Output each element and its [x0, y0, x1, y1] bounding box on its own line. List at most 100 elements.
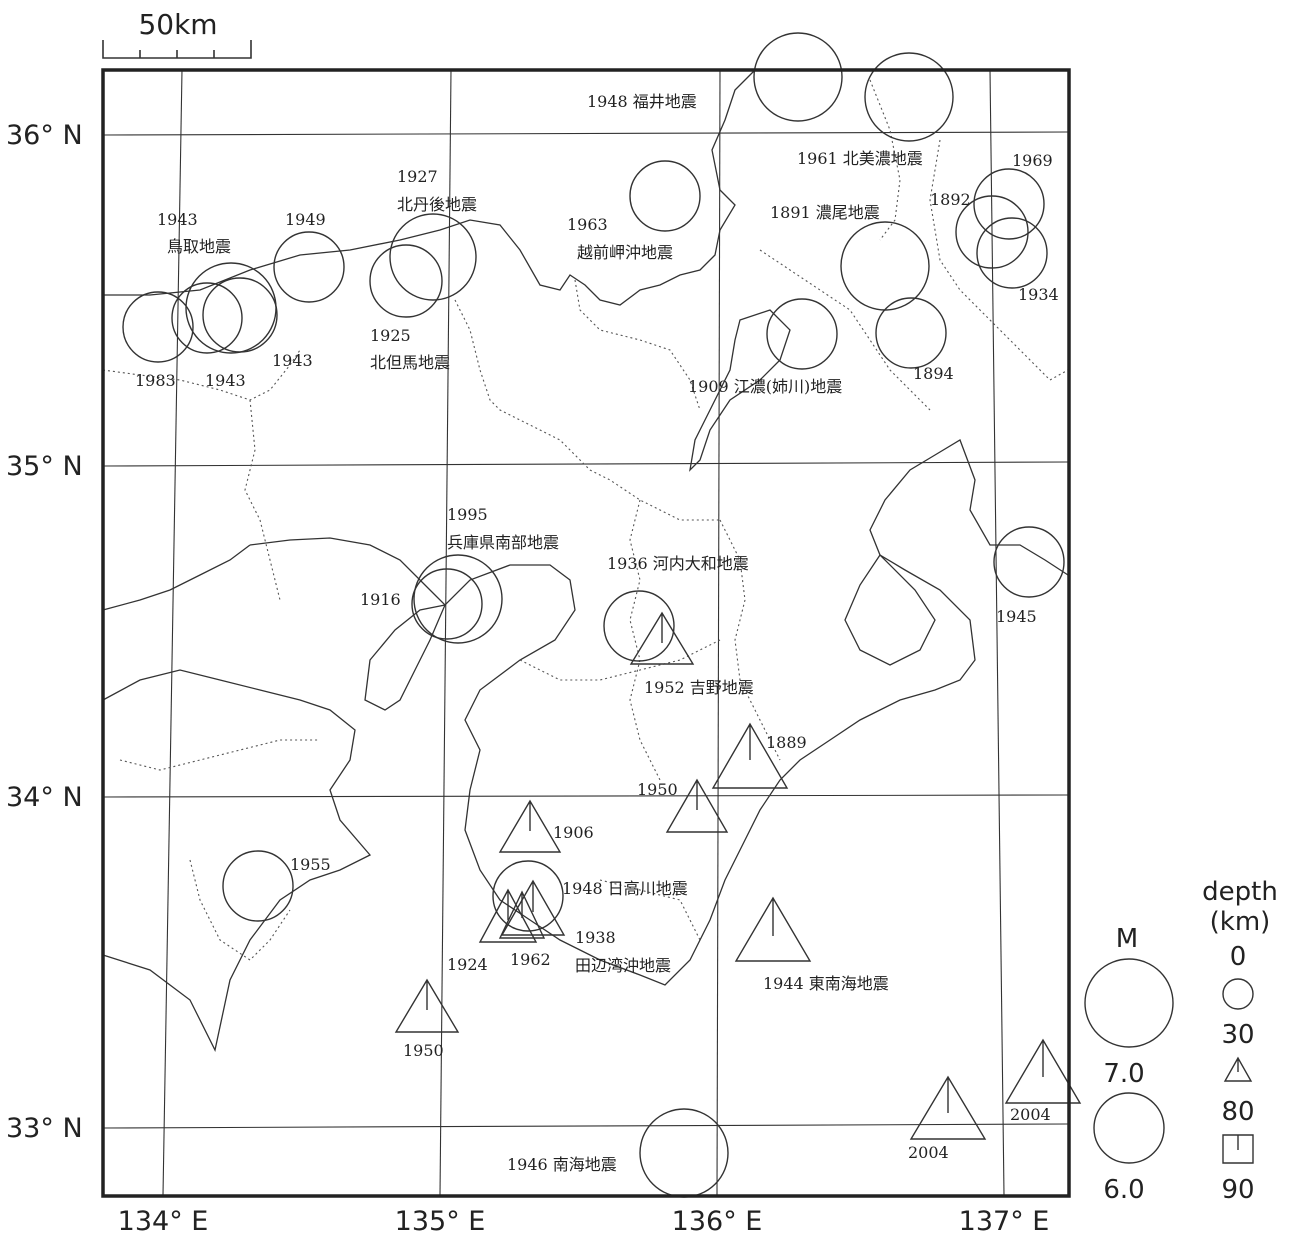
legend-m7-circle: [1084, 958, 1174, 1048]
event-label: 1943: [157, 210, 198, 229]
scale-bar-label: 50km: [138, 8, 217, 41]
quake-1948-fukui-circle: [753, 32, 843, 122]
quake-1925-kitatajima-circle: [369, 244, 443, 318]
event-label: 1938: [575, 928, 616, 947]
quake-1950-sea-triangle: [394, 978, 460, 1033]
event-label: 1945: [996, 607, 1037, 626]
event-label: 1891 濃尾地震: [770, 203, 880, 222]
legend-depth-square-icon: [1222, 1134, 1254, 1164]
coastline-lake-biwa: [689, 309, 791, 472]
event-label: 1934: [1018, 285, 1059, 304]
event-label: 1950: [637, 780, 678, 799]
event-label: 1955: [290, 855, 331, 874]
quake-1946-nankai-circle: [639, 1108, 729, 1198]
quake-1936-kawachi-circle: [603, 590, 675, 662]
event-label: 1949: [285, 210, 326, 229]
quake-1916-circle: [411, 568, 483, 640]
event-label: 1943: [272, 351, 313, 370]
event-label: 1963: [567, 215, 608, 234]
event-label: 1969: [1012, 151, 1053, 170]
map-frame: [101, 68, 1071, 1198]
quake-1948-hidakagawa-circle: [492, 860, 564, 932]
event-label: 1927: [397, 167, 438, 186]
lat-label-35: 35° N: [6, 451, 83, 482]
event-label: 1983: [135, 371, 176, 390]
quake-2004b-triangle: [1004, 1038, 1082, 1104]
event-label: 2004: [908, 1143, 949, 1162]
coastline-sea-of-japan: [103, 69, 756, 306]
legend-depth-circle-icon: [1222, 978, 1254, 1010]
event-label: 1916: [360, 590, 401, 609]
quake-1924-triangle: [478, 888, 538, 943]
event-label: 1889: [766, 733, 807, 752]
event-labels: 1948 福井地震 1961 北美濃地震 1969 1892 1934 1891 濃尾地震…: [135, 92, 1059, 1174]
event-label: 1936 河内大和地震: [607, 554, 749, 573]
quake-1955-circle: [222, 850, 294, 922]
event-label: 1995: [447, 505, 488, 524]
event-label: 鳥取地震: [167, 237, 231, 256]
quake-1943-tottori-circle: [185, 262, 277, 354]
lat-label-33: 33° N: [6, 1113, 83, 1144]
lon-label-134: 134° E: [118, 1206, 209, 1237]
quake-1934-circle: [976, 217, 1048, 289]
quake-1952-yoshino-triangle: [629, 611, 695, 665]
legend-depth-triangle-icon: [1223, 1056, 1253, 1082]
quake-2004a-triangle: [909, 1075, 987, 1140]
event-label: 北丹後地震: [397, 195, 477, 214]
longitude-labels: 134° E 135° E 136° E 137° E: [118, 1206, 1050, 1237]
coastlines: [102, 69, 1069, 1052]
lon-label-137: 137° E: [959, 1206, 1050, 1237]
quake-1963-echizen-circle: [629, 160, 701, 232]
coastline-shikoku: [102, 669, 372, 1052]
quake-1983-circle: [122, 291, 194, 363]
event-label: 2004: [1010, 1105, 1051, 1124]
lat-label-34: 34° N: [6, 782, 83, 813]
legend-depth-unit: (km): [1210, 907, 1271, 937]
legend-depth-30: 30: [1221, 1020, 1254, 1050]
event-label: 1948 福井地震: [587, 92, 697, 111]
quake-1950-kii-triangle: [665, 778, 729, 833]
earthquake-triangles: [394, 611, 1082, 1140]
coastline-awaji: [364, 604, 447, 711]
quake-1945-circle: [993, 526, 1065, 598]
event-label: 1906: [553, 823, 594, 842]
quake-1944-tonankai-triangle: [734, 896, 812, 962]
quake-1927-kitatango-circle: [389, 213, 477, 301]
legend-m6-label: 6.0: [1103, 1175, 1144, 1205]
quake-1949-circle: [273, 231, 345, 303]
quake-1906-triangle: [498, 799, 562, 853]
graticule: [102, 69, 1069, 1196]
legend-depth-title: depth: [1202, 877, 1278, 907]
event-label: 1944 東南海地震: [763, 974, 889, 993]
quake-1943b-circle: [202, 277, 278, 353]
event-label: 田辺湾沖地震: [575, 956, 671, 975]
coastline-osaka-bay: [249, 439, 1069, 986]
earthquake-circles: [122, 32, 1065, 1198]
quake-1938-triangle: [500, 879, 566, 936]
legend-magnitude-title: M: [1116, 924, 1138, 954]
latitude-labels: 36° N 35° N 34° N 33° N: [6, 120, 83, 1144]
event-label: 北但馬地震: [370, 353, 450, 372]
legend-m7-label: 7.0: [1103, 1059, 1144, 1089]
event-label: 1894: [913, 364, 954, 383]
quake-1961-kitamino-circle: [864, 52, 954, 142]
lat-label-36: 36° N: [6, 120, 83, 151]
quake-1909-gono-circle: [766, 298, 838, 370]
event-label: 1909 江濃(姉川)地震: [688, 377, 842, 396]
legend: M 7.0 6.0 depth (km) 0 30 80 90: [1084, 877, 1278, 1205]
prefecture-borders: [102, 79, 1069, 961]
event-label: 1946 南海地震: [507, 1155, 617, 1174]
quake-1889-triangle: [711, 722, 789, 789]
event-label: 1925: [370, 326, 411, 345]
event-label: 1950: [403, 1041, 444, 1060]
event-label: 1948 日高川地震: [562, 879, 688, 898]
quake-1995-hyogo-circle: [413, 554, 503, 644]
quake-1892-circle: [955, 195, 1029, 269]
event-label: 1943: [205, 371, 246, 390]
event-label: 兵庫県南部地震: [447, 533, 559, 552]
event-label: 1961 北美濃地震: [797, 149, 923, 168]
legend-depth-90: 90: [1221, 1175, 1254, 1205]
coastline-chugoku-inland-sea: [102, 544, 251, 611]
scale-bar: 50km: [102, 8, 252, 59]
